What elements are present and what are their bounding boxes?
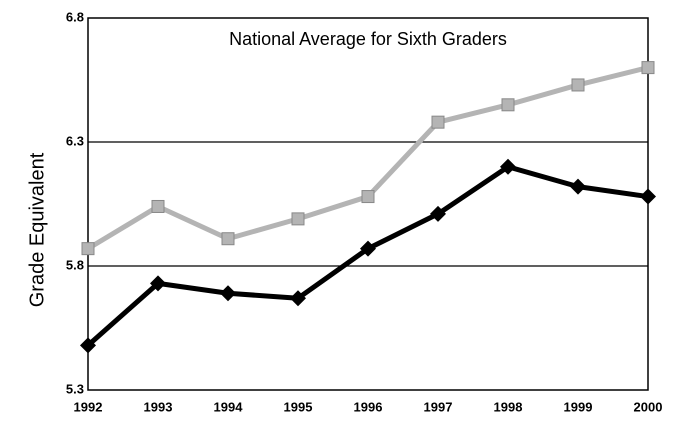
marker (640, 188, 656, 205)
x-tick-label: 1992 (74, 399, 103, 414)
chart-title: National Average for Sixth Graders (229, 29, 507, 49)
marker (430, 205, 446, 222)
marker (570, 178, 586, 195)
marker (80, 337, 96, 354)
x-tick-label: 1995 (284, 399, 313, 414)
marker (360, 240, 376, 257)
marker (220, 285, 236, 302)
x-tick-label: 1994 (214, 399, 244, 414)
marker (500, 158, 516, 175)
x-tick-label: 1993 (144, 399, 173, 414)
marker (290, 290, 306, 307)
x-tick-label: 1997 (424, 399, 453, 414)
y-tick-label: 6.3 (66, 133, 84, 148)
x-tick-label: 2000 (634, 399, 663, 414)
marker (81, 242, 95, 256)
x-tick-label: 1996 (354, 399, 383, 414)
series-line (86, 65, 649, 251)
y-axis-label: Grade Equivalent (26, 152, 48, 307)
marker (361, 190, 375, 204)
marker (151, 199, 165, 213)
marker (221, 232, 235, 246)
y-tick-label: 5.3 (66, 381, 84, 396)
marker (150, 275, 166, 292)
x-tick-label: 1999 (564, 399, 593, 414)
plot-area (87, 17, 649, 391)
marker (571, 78, 585, 92)
y-tick-label: 5.8 (66, 257, 84, 272)
marker (291, 212, 305, 226)
y-tick-label: 6.8 (66, 9, 84, 24)
marker (431, 115, 445, 129)
marker (501, 98, 515, 112)
x-tick-label: 1998 (494, 399, 523, 414)
marker (641, 61, 655, 75)
